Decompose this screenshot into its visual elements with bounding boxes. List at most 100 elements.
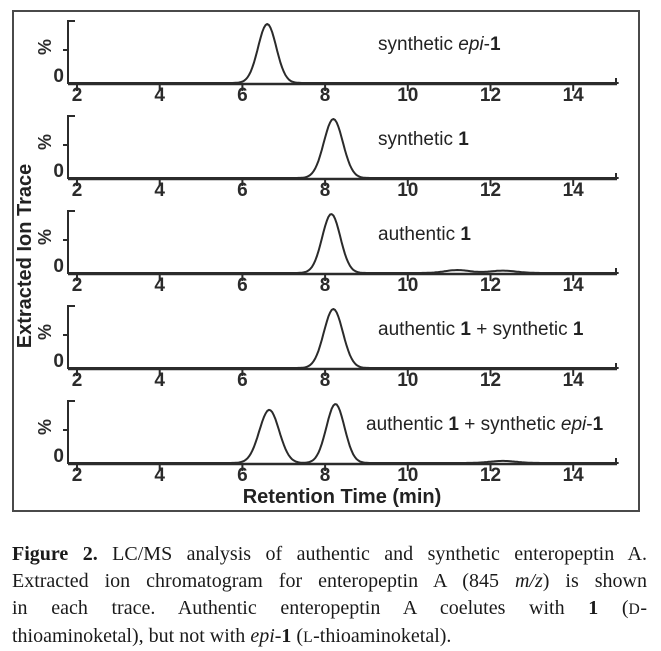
caption-segment: epi — [250, 625, 275, 647]
caption-line: thioaminoketal), but not with epi-1 (L-t… — [12, 623, 647, 651]
tick-label: 10 — [397, 180, 419, 201]
caption-line: in each trace. Authentic enteropeptin A … — [12, 595, 647, 623]
chromatogram-panel: % 0 2 4 6 8 10 12 14 synthetic 1 — [14, 107, 638, 202]
chromatogram-panel: % 0 2 4 6 8 10 12 14 authentic 1 — [14, 202, 638, 297]
trace-label-segment: 1 — [460, 224, 471, 245]
chromatogram-panel: % 0 2 4 6 8 10 12 14 synthetic epi-1 — [14, 12, 638, 107]
tick-label: 10 — [397, 85, 419, 106]
tick-label: 10 — [397, 465, 419, 486]
caption-segment: ( — [291, 625, 304, 647]
tick-label: 10 — [397, 275, 419, 296]
trace-label-segment: 1 — [458, 129, 469, 150]
trace-label: authentic 1 — [378, 224, 471, 246]
trace-label-segment: - — [483, 34, 490, 55]
tick-label: 6 — [237, 85, 248, 106]
tick-label: 4 — [154, 275, 165, 296]
peak-curve — [67, 118, 619, 179]
trace-label-segment: + synthetic — [458, 414, 561, 435]
caption-segment: Extracted ion chromatogram for enteropep… — [12, 570, 515, 592]
trace-label-segment: authentic — [366, 414, 449, 435]
percent-label: % — [35, 419, 55, 436]
tick-label: 6 — [237, 370, 248, 391]
tick-label: 12 — [479, 370, 502, 391]
trace-label: synthetic 1 — [378, 129, 469, 151]
trace-label-segment: synthetic — [378, 129, 459, 150]
percent-label: % — [35, 324, 55, 341]
trace-label-segment: + synthetic — [470, 319, 573, 340]
tick-label: 8 — [319, 85, 331, 106]
chromatogram-panel: % 0 2 4 6 8 10 12 14 authentic 1 + synthetic epi-… — [14, 392, 638, 487]
tick-label: 2 — [71, 85, 83, 106]
zero-label: 0 — [53, 351, 64, 372]
tick-label: 8 — [319, 180, 331, 201]
tick-label: 6 — [237, 180, 248, 201]
tick-label: 2 — [71, 180, 83, 201]
tick-label: 12 — [479, 85, 502, 106]
zero-label: 0 — [53, 66, 64, 87]
trace-label-segment: synthetic — [378, 34, 459, 55]
zero-label: 0 — [53, 256, 64, 277]
tick-label: 8 — [319, 370, 331, 391]
zero-label: 0 — [53, 161, 64, 182]
caption-segment: - — [640, 597, 647, 619]
panel-plot — [63, 20, 619, 91]
percent-label: % — [35, 229, 55, 246]
tick-label: 4 — [154, 465, 165, 486]
caption-line: Figure 2. LC/MS analysis of authentic an… — [12, 541, 647, 568]
tick-label: 2 — [71, 370, 83, 391]
tick-label: 4 — [154, 370, 165, 391]
tick-label: 12 — [479, 180, 502, 201]
peak-curve — [67, 23, 619, 84]
tick-label: 6 — [237, 465, 248, 486]
trace-label-segment: authentic — [378, 319, 461, 340]
caption-segment: thioaminoketal), but not with — [12, 625, 251, 647]
caption-segment: -thioaminoketal). — [313, 625, 452, 647]
caption-segment: D — [628, 601, 641, 618]
caption-segment: Figure 2. — [12, 543, 98, 565]
tick-label: 4 — [154, 85, 165, 106]
tick-label: 14 — [562, 370, 584, 391]
peak-curve — [67, 403, 619, 464]
figure-box: Extracted Ion Trace % 0 2 4 6 8 10 12 14 syntheti… — [12, 10, 640, 512]
zero-label: 0 — [53, 446, 64, 467]
percent-label: % — [35, 39, 55, 56]
panel-plot — [63, 210, 619, 281]
caption-segment: in each trace. Authentic enteropeptin A … — [12, 597, 589, 619]
tick-label: 2 — [71, 465, 83, 486]
tick-label: 8 — [319, 275, 331, 296]
x-axis-title: Retention Time (min) — [242, 486, 442, 508]
percent-label: % — [35, 134, 55, 151]
tick-label: 14 — [562, 275, 584, 296]
tick-label: 8 — [319, 465, 331, 486]
tick-label: 12 — [479, 275, 502, 296]
tick-label: 2 — [71, 275, 83, 296]
trace-label-segment: authentic — [378, 224, 461, 245]
tick-label: 12 — [479, 465, 502, 486]
caption-segment: ( — [598, 597, 629, 619]
peak-curve — [67, 213, 619, 274]
caption-segment: 1 — [281, 625, 292, 647]
caption-segment: m/z — [514, 570, 543, 592]
caption-segment: LC/MS analysis of authentic and syntheti… — [97, 543, 647, 565]
panel-plot — [63, 115, 619, 186]
panel-plot — [63, 305, 619, 376]
tick-label: 10 — [397, 370, 419, 391]
trace-label-segment: 1 — [489, 34, 501, 55]
caption-segment: ) is shown — [542, 570, 647, 592]
tick-label: 14 — [562, 465, 584, 486]
trace-label: authentic 1 + synthetic 1 — [378, 319, 583, 341]
caption-segment: L — [303, 629, 314, 646]
caption-segment: 1 — [588, 597, 599, 619]
caption-line: Extracted ion chromatogram for enteropep… — [12, 568, 647, 595]
tick-label: 14 — [562, 85, 584, 106]
trace-label: synthetic epi-1 — [378, 34, 501, 56]
trace-label: authentic 1 + synthetic epi-1 — [366, 414, 603, 436]
tick-label: 14 — [562, 180, 584, 201]
trace-label-segment: 1 — [448, 414, 459, 435]
trace-label-segment: 1 — [592, 414, 604, 435]
panel-plot — [63, 400, 619, 471]
chromatogram-panel: % 0 2 4 6 8 10 12 14 authentic 1 + synthetic 1 — [14, 297, 638, 392]
trace-label-segment: 1 — [460, 319, 471, 340]
tick-label: 4 — [154, 180, 165, 201]
